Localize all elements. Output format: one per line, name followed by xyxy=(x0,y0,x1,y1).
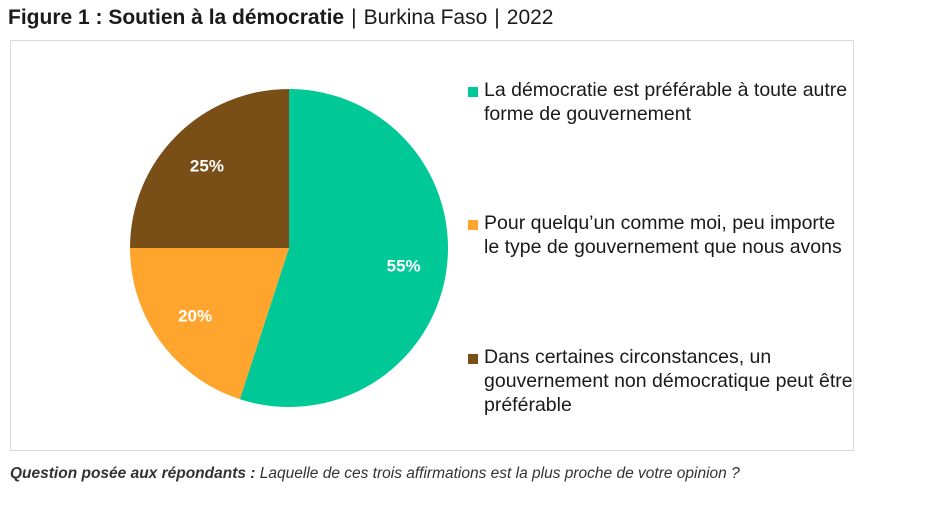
pie-slice-label: 55% xyxy=(387,257,421,276)
legend-label: Pour quelqu’un comme moi, peu importe le… xyxy=(484,212,842,258)
question-text: Laquelle de ces trois affirmations est l… xyxy=(259,465,740,482)
legend-label: La démocratie est préférable à toute aut… xyxy=(484,79,848,125)
legend-label: Dans certaines circonstances, un gouvern… xyxy=(484,346,853,416)
pie-slice-55pct xyxy=(239,89,449,408)
figure-title-main: Figure 1 : Soutien à la démocratie xyxy=(8,6,345,29)
title-separator: | xyxy=(351,6,357,29)
pie-labels: 55% 20% 25% xyxy=(178,156,421,325)
pie-slice-label: 25% xyxy=(190,156,224,175)
legend-swatch xyxy=(468,354,478,364)
pie-slices xyxy=(130,89,449,408)
legend-swatch xyxy=(468,87,478,97)
figure-title: Figure 1 : Soutien à la démocratie | Burki… xyxy=(8,5,553,31)
question-label: Question posée aux répondants : xyxy=(10,465,256,482)
question-caption: Question posée aux répondants : Laquelle… xyxy=(10,465,740,483)
title-year: 2022 xyxy=(506,6,554,29)
pie-slice-label: 20% xyxy=(178,307,212,326)
pie-slice-25pct xyxy=(130,89,289,248)
title-country: Burkina Faso xyxy=(363,6,488,29)
chart-frame xyxy=(10,40,854,451)
legend-swatch xyxy=(468,220,478,230)
pie-slice-20pct xyxy=(130,248,289,400)
title-separator: | xyxy=(494,6,500,29)
